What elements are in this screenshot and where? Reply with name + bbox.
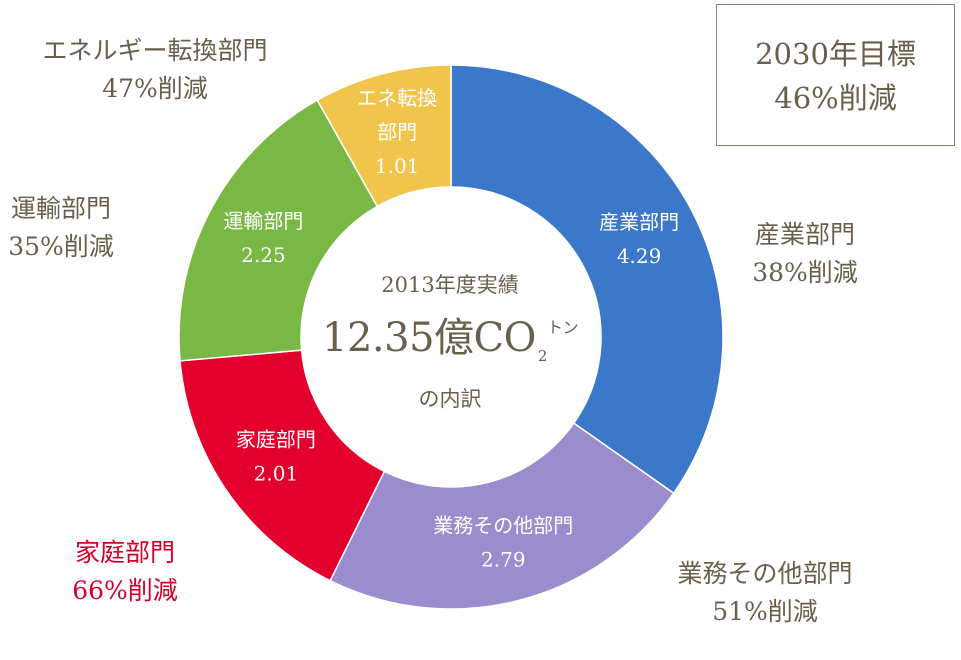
slice-label-energy-2: 1.01 <box>375 154 420 178</box>
center-total-number: 12.35億 <box>322 315 474 361</box>
slice-household <box>179 349 386 582</box>
outer-label-industry: 産業部門 38%削減 <box>730 216 880 292</box>
center-unit-base: CO <box>473 315 537 361</box>
outer-label-industry-name: 産業部門 <box>754 220 855 249</box>
slice-transport <box>178 99 379 362</box>
slice-label-business-1: 2.79 <box>481 547 526 571</box>
outer-label-business: 業務その他部門 51%削減 <box>655 555 875 631</box>
slice-label-industry-1: 4.29 <box>617 244 662 268</box>
center-line3: の内訳 <box>418 387 482 411</box>
slice-label-energy-1: 部門 <box>377 120 417 144</box>
center-total: 12.35億CO 2 トン <box>300 300 600 384</box>
slice-label-transport-0: 運輸部門 <box>223 209 303 233</box>
center-line1: 2013年度実績 <box>381 273 519 297</box>
outer-label-industry-reduction: 38%削減 <box>752 258 858 287</box>
slice-label-household-0: 家庭部門 <box>236 428 316 452</box>
slice-label-business-0: 業務その他部門 <box>433 513 573 537</box>
slice-label-transport-1: 2.25 <box>241 243 286 267</box>
center-unit-sub: 2 <box>537 347 548 365</box>
slice-label-energy-0: エネ転換 <box>357 86 437 110</box>
slice-label-industry-0: 産業部門 <box>599 210 679 234</box>
outer-label-energy-name: エネルギー転換部門 <box>42 36 268 65</box>
outer-label-energy: エネルギー転換部門 47%削減 <box>20 32 290 108</box>
outer-label-business-name: 業務その他部門 <box>677 559 853 588</box>
goal-title: 2030年目標 <box>755 37 916 71</box>
slice-business <box>329 422 675 610</box>
goal-box: 2030年目標 46%削減 <box>716 4 955 146</box>
outer-label-energy-reduction: 47%削減 <box>102 74 208 103</box>
outer-label-household: 家庭部門 66%削減 <box>40 534 210 610</box>
outer-label-transport: 運輸部門 35%削減 <box>0 190 122 266</box>
chart-center-text: 2013年度実績 12.35億CO 2 トン の内訳 <box>300 270 600 414</box>
outer-label-household-name: 家庭部門 <box>74 538 175 567</box>
slice-industry <box>450 64 724 495</box>
outer-label-business-reduction: 51%削減 <box>712 597 818 626</box>
slice-energy <box>316 64 452 208</box>
outer-label-transport-reduction: 35%削減 <box>8 232 114 261</box>
goal-reduction: 46%削減 <box>774 81 897 115</box>
outer-label-household-reduction: 66%削減 <box>72 576 178 605</box>
outer-label-transport-name: 運輸部門 <box>10 194 111 223</box>
slice-label-household-1: 2.01 <box>254 462 299 486</box>
center-unit-suffix: トン <box>546 318 579 337</box>
